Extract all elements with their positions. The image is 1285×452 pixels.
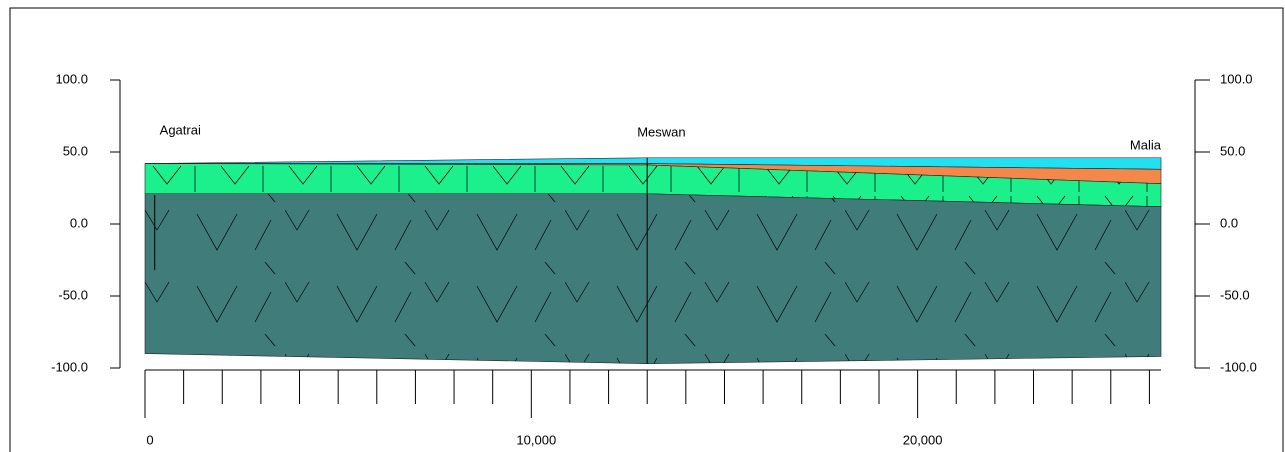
layer-pattern: [145, 194, 1161, 364]
y-tick-label: -50.0: [58, 287, 88, 302]
y-tick-label: 100.0: [55, 71, 88, 86]
chart: 100.0 100.0 50.0 50.0 0.0 0.0 -50.0 -50.0 -100.0…: [0, 0, 1285, 452]
x-tick-label: 20,000: [903, 432, 943, 447]
x-tick-label: 10,000: [516, 432, 556, 447]
y2-tick-label: 50.0: [1220, 143, 1245, 158]
y-tick-label: -100.0: [51, 359, 88, 374]
x-tick-label: 0: [146, 432, 153, 447]
y-tick-label: 0.0: [70, 215, 88, 230]
y2-tick-label: -50.0: [1220, 287, 1250, 302]
well-label: Malia: [1130, 137, 1162, 152]
y-tick-label: 50.0: [63, 143, 88, 158]
well-label: Meswan: [637, 124, 685, 139]
well-label: Agatrai: [160, 122, 201, 137]
page: 100.0 100.0 50.0 50.0 0.0 0.0 -50.0 -50.0 -100.0…: [0, 0, 1285, 452]
y2-tick-label: -100.0: [1220, 359, 1257, 374]
y2-tick-label: 100.0: [1220, 71, 1253, 86]
y2-tick-label: 0.0: [1220, 215, 1238, 230]
